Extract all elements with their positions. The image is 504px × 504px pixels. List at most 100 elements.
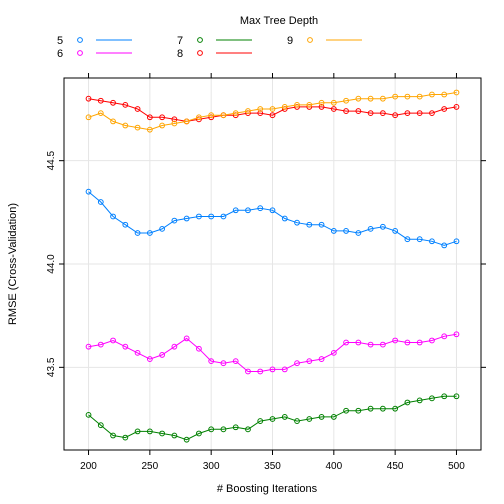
data-point-7: [257, 418, 264, 424]
data-point-8: [379, 110, 386, 117]
data-point-8: [134, 106, 141, 112]
data-point-8: [355, 108, 362, 114]
legend-label: 9: [287, 35, 293, 47]
data-point-8: [343, 108, 349, 114]
legend-label: 8: [177, 48, 183, 60]
data-point-6: [392, 337, 399, 344]
data-point-7: [134, 428, 141, 435]
y-axis-label: RMSE (Cross-Validation): [7, 203, 19, 325]
data-point-9: [220, 112, 227, 119]
plot-frame: [63, 77, 482, 451]
data-point-5: [330, 228, 337, 234]
data-point-7: [220, 426, 227, 433]
data-point-5: [159, 225, 166, 232]
data-point-6: [269, 366, 276, 373]
data-point-9: [404, 93, 411, 100]
legend-point-icon: [77, 50, 83, 56]
data-point-5: [134, 230, 141, 236]
legend-item-9: 9: [287, 35, 362, 47]
data-point-5: [196, 213, 202, 220]
x-tick-label: 250: [142, 461, 159, 472]
data-point-6: [85, 343, 92, 350]
data-point-5: [404, 236, 411, 243]
data-point-7: [196, 430, 202, 437]
data-point-8: [330, 106, 337, 112]
series-line-8: [88, 98, 457, 122]
x-tick-label: 400: [325, 461, 342, 472]
data-point-6: [220, 360, 227, 367]
data-point-6: [183, 335, 190, 342]
data-point-5: [245, 207, 251, 214]
data-point-7: [416, 397, 423, 404]
data-point-6: [281, 366, 288, 373]
data-point-9: [232, 110, 239, 117]
legend-item-6: 6: [57, 48, 132, 60]
data-point-7: [281, 414, 288, 420]
series-line-9: [88, 92, 457, 131]
series-line-7: [88, 395, 457, 441]
data-point-6: [232, 358, 239, 365]
data-point-9: [146, 126, 153, 133]
data-point-9: [122, 122, 129, 129]
data-point-6: [453, 331, 460, 338]
data-point-9: [281, 104, 288, 110]
data-point-7: [269, 416, 276, 422]
data-point-9: [453, 89, 460, 96]
series-6: [85, 331, 460, 375]
x-tick-label: 350: [264, 461, 281, 472]
data-point-5: [220, 213, 227, 220]
data-point-9: [306, 101, 313, 108]
legend-point-icon: [197, 50, 203, 56]
legend-point-icon: [77, 37, 83, 43]
data-point-5: [281, 215, 288, 222]
data-point-6: [294, 360, 300, 367]
data-point-5: [429, 238, 435, 245]
legend-point-icon: [307, 37, 313, 43]
data-point-7: [343, 407, 349, 414]
series-9: [85, 89, 460, 133]
data-point-8: [257, 110, 264, 117]
data-point-9: [159, 122, 166, 129]
data-point-7: [171, 432, 178, 439]
data-point-8: [122, 101, 129, 108]
data-point-6: [196, 345, 202, 352]
data-point-7: [146, 428, 153, 435]
data-point-9: [257, 106, 264, 112]
data-point-7: [355, 407, 362, 414]
data-point-9: [134, 124, 141, 131]
data-point-8: [159, 114, 166, 121]
data-point-9: [379, 95, 386, 102]
data-point-5: [441, 242, 448, 249]
data-point-9: [367, 95, 374, 102]
data-point-7: [306, 416, 313, 422]
legend-item-5: 5: [57, 35, 132, 47]
data-point-7: [294, 418, 300, 424]
data-point-8: [269, 112, 276, 119]
data-point-5: [269, 207, 276, 214]
data-point-6: [404, 339, 411, 346]
data-point-6: [441, 333, 448, 340]
legend-label: 6: [57, 48, 63, 60]
data-point-6: [110, 337, 116, 344]
data-point-8: [392, 112, 399, 119]
data-point-9: [110, 118, 116, 125]
data-point-5: [306, 221, 313, 228]
data-point-7: [441, 393, 448, 400]
data-point-9: [416, 93, 423, 100]
data-point-7: [429, 395, 435, 402]
data-point-9: [355, 95, 362, 102]
legend-label: 7: [177, 35, 183, 47]
data-point-5: [171, 217, 178, 224]
data-point-6: [171, 343, 178, 350]
data-point-7: [330, 414, 337, 420]
legend-label: 5: [57, 35, 63, 47]
data-point-6: [146, 356, 153, 362]
x-tick-label: 200: [80, 461, 97, 472]
x-tick-label: 300: [203, 461, 220, 472]
data-point-6: [367, 341, 374, 348]
data-point-5: [97, 199, 104, 205]
legend-title: Max Tree Depth: [240, 15, 318, 27]
legend-point-icon: [197, 37, 203, 43]
legend-item-8: 8: [177, 48, 252, 60]
data-point-9: [392, 93, 399, 100]
